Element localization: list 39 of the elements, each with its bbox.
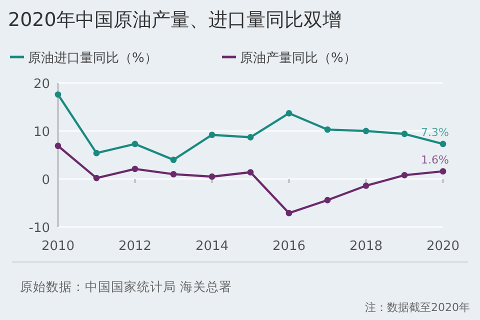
- point: [247, 169, 254, 176]
- point: [362, 182, 370, 189]
- point: [401, 172, 408, 178]
- point: [324, 196, 331, 204]
- point: [324, 126, 331, 133]
- legend-label: 原油产量同比（%）: [240, 51, 356, 66]
- text: 注：数据截至2020年: [365, 301, 470, 314]
- x-tick-label: 2014: [195, 239, 229, 254]
- point: [54, 91, 62, 98]
- point: [54, 142, 62, 150]
- point: [286, 110, 292, 116]
- point: [132, 140, 138, 148]
- point: [132, 166, 138, 172]
- point: [93, 150, 100, 156]
- point: [440, 140, 446, 148]
- point: [362, 128, 370, 134]
- data-label: 7.3%: [421, 126, 449, 139]
- legend-label: 原油进口量同比（%）: [28, 51, 158, 66]
- point: [208, 132, 216, 138]
- x-tick-label: 2012: [118, 239, 152, 254]
- y-tick-label: 20: [33, 77, 50, 92]
- y-tick-label: 10: [33, 125, 50, 140]
- point: [93, 174, 100, 182]
- point: [401, 130, 408, 138]
- point: [440, 168, 446, 175]
- point: [170, 156, 177, 163]
- x-tick-label: 2010: [41, 239, 75, 254]
- x-tick-label: 2016: [272, 239, 306, 254]
- data-label: 1.6%: [421, 153, 449, 166]
- point: [286, 210, 292, 216]
- x-tick-label: 2018: [349, 239, 383, 254]
- chart-title: 2020年中国原油产量、进口量同比双增: [8, 9, 342, 31]
- x-tick-label: 2020: [426, 239, 460, 254]
- text: 原始数据：中国国家统计局 海关总署: [20, 279, 232, 294]
- y-tick-label: 0: [42, 173, 50, 188]
- point: [170, 171, 177, 178]
- point: [208, 173, 216, 180]
- point: [247, 134, 254, 140]
- y-tick-label: -10: [28, 221, 50, 236]
